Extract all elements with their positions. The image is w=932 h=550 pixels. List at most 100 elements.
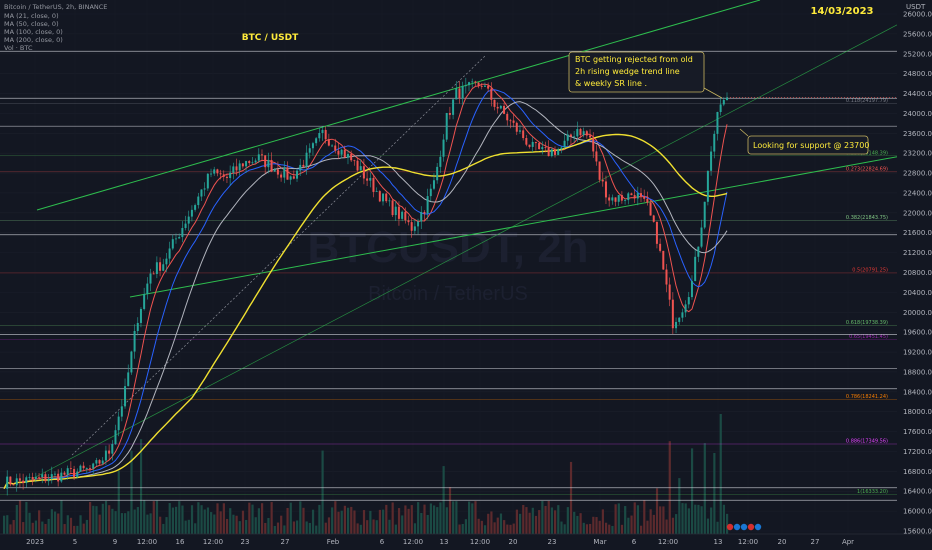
candle-body: [203, 188, 206, 190]
y-tick-label: 21600.00: [903, 229, 932, 237]
candle-body: [652, 215, 655, 222]
event-marker[interactable]: [740, 523, 748, 531]
volume-bar: [254, 517, 257, 534]
volume-bar: [700, 506, 703, 534]
indicator-ma100[interactable]: MA (100, close, 0): [4, 28, 63, 36]
y-tick-label: 17200.00: [903, 448, 932, 456]
volume-bar: [318, 504, 321, 534]
event-markers[interactable]: [726, 523, 762, 531]
long-term-trendline: [29, 16, 913, 481]
candle-body: [248, 161, 251, 164]
candle-body: [668, 284, 671, 300]
volume-bar: [518, 513, 522, 534]
annotation-support[interactable]: Looking for support @ 23700: [739, 128, 869, 155]
candle-body: [108, 450, 111, 454]
volume-bar: [703, 443, 706, 534]
y-tick-label: 16800.00: [903, 468, 932, 476]
volume-bar: [480, 520, 483, 534]
y-tick-label: 19600.00: [903, 329, 932, 337]
candle-body: [496, 106, 499, 109]
candle-body: [28, 476, 31, 478]
volume-bar: [499, 513, 503, 534]
volume-bar: [544, 505, 547, 534]
candle-body: [229, 172, 232, 178]
volume-bar: [124, 513, 127, 534]
volume-bar: [640, 525, 643, 534]
candle-body: [646, 198, 649, 203]
volume-bar: [206, 507, 210, 534]
price-axis[interactable]: USDT 15600.00 16000.00 16400.00 16800.00 172…: [897, 0, 932, 550]
volume-bar: [210, 512, 213, 534]
price-axis-background: [897, 0, 932, 550]
x-tick-label: 12:00: [738, 538, 758, 546]
volume-bar: [311, 509, 315, 534]
candle-body: [397, 206, 400, 219]
candle-body: [649, 202, 652, 216]
symbol-line[interactable]: Bitcoin / TetherUS, 2h, BINANCE: [4, 3, 107, 11]
annotation-rejection[interactable]: BTC getting rejected from old 2h rising …: [568, 51, 723, 99]
moving-average-line: [3, 83, 728, 489]
candle-body: [534, 141, 537, 144]
volume-bar: [194, 523, 197, 534]
candle-body: [633, 195, 636, 199]
event-marker[interactable]: [754, 523, 762, 531]
candle-body: [66, 468, 69, 475]
volume-bar: [203, 509, 206, 534]
candle-body: [423, 212, 426, 214]
indicator-ma200[interactable]: MA (200, close, 0): [4, 36, 63, 44]
candle-body: [417, 221, 420, 227]
y-tick-label: 23600.00: [903, 130, 932, 138]
candle-body: [490, 88, 493, 100]
volume-bar: [420, 512, 423, 534]
volume-bar: [404, 505, 407, 534]
volume-bar: [595, 517, 598, 534]
candle-body: [706, 170, 709, 202]
indicator-volume[interactable]: Vol · BTC: [4, 44, 33, 52]
volume-bar: [493, 522, 496, 534]
candle-body: [276, 169, 279, 175]
candle-body: [372, 177, 375, 192]
volume-bar: [633, 502, 636, 534]
candle-body: [458, 88, 461, 99]
candle-body: [407, 220, 410, 223]
volume-bar: [174, 506, 178, 534]
candle-body: [63, 472, 66, 475]
volume-bar: [340, 510, 343, 534]
candle-body: [318, 133, 321, 139]
y-tick-label: 21200.00: [903, 249, 932, 257]
event-marker[interactable]: [726, 523, 734, 531]
candle-body: [143, 294, 146, 309]
fib-level-label: 0.786(18241.24): [846, 394, 888, 400]
indicator-ma21[interactable]: MA (21, close, 0): [4, 12, 59, 20]
candle-body: [60, 472, 63, 482]
candle-body: [573, 136, 576, 138]
event-marker[interactable]: [733, 523, 741, 531]
volume-bar: [678, 478, 681, 534]
wedge-upper-trendline: [36, 0, 761, 211]
volume-bar: [302, 507, 305, 534]
candle-body: [88, 468, 91, 469]
candle-body: [611, 197, 614, 201]
candle-body: [509, 120, 512, 122]
candle-body: [273, 169, 276, 172]
time-axis[interactable]: 2023 5 9 12:00 16 12:00 23 27 Feb 6 12:00 13 12:00 20…: [0, 523, 932, 550]
volume-bar: [662, 506, 665, 534]
event-marker[interactable]: [747, 523, 755, 531]
candle-body: [95, 460, 98, 464]
indicator-ma50[interactable]: MA (50, close, 0): [4, 20, 59, 28]
volume-bar: [22, 522, 25, 534]
candle-body: [694, 256, 697, 282]
volume-bar: [643, 500, 646, 534]
candle-body: [640, 193, 643, 197]
candle-body: [6, 476, 9, 489]
candle-body: [124, 386, 127, 407]
candle-body: [350, 154, 353, 161]
volume-bar: [496, 517, 499, 534]
candle-body: [31, 476, 34, 480]
volume-bar: [407, 508, 410, 534]
x-tick-label: 5: [73, 538, 77, 546]
candle-body: [152, 273, 155, 275]
candle-body: [197, 196, 200, 206]
x-tick-label: 9: [113, 538, 117, 546]
